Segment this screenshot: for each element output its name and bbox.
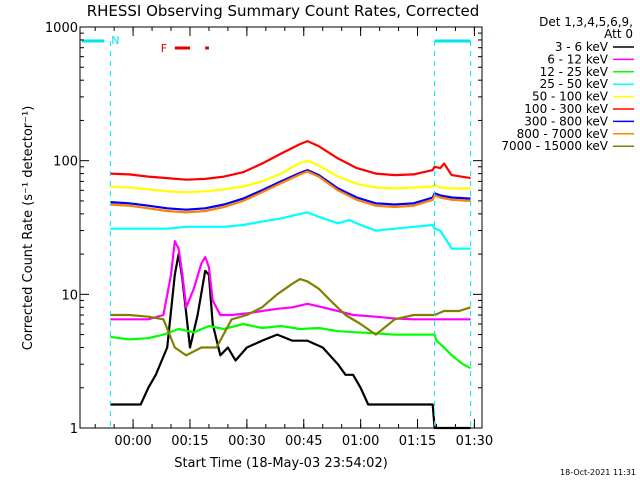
x-tick-label: 00:00 xyxy=(114,434,151,449)
series-line-3-6-kev-kev xyxy=(110,253,471,430)
legend-header-line-1: Det 1,3,4,5,6,9, xyxy=(539,15,633,29)
night-marker-label: N xyxy=(111,34,119,47)
series-line-25-50-kev-kev xyxy=(110,211,471,250)
legend-entry-label: 12 - 25 keV xyxy=(540,65,609,79)
y-tick-label: 10 xyxy=(61,288,78,303)
legend-entry-label: 100 - 300 keV xyxy=(524,102,608,116)
legend-entry-label: 6 - 12 keV xyxy=(547,52,609,66)
plot-frame xyxy=(79,26,483,429)
series-line-12-25-kev-kev xyxy=(110,322,472,370)
legend-entry-label: 50 - 100 keV xyxy=(532,90,609,104)
y-axis-label: Corrected Count Rate (s⁻¹ detector⁻¹) xyxy=(21,106,36,351)
x-axis-label: Start Time (18-May-03 23:54:02) xyxy=(174,456,388,471)
series-line-50-100-kev-kev xyxy=(110,159,471,194)
night-flare-markers: NF xyxy=(82,34,472,428)
legend-entry-label: 3 - 6 keV xyxy=(555,40,609,54)
x-tick-label: 00:15 xyxy=(171,434,208,449)
x-tick-label: 00:30 xyxy=(228,434,265,449)
legend-header-line-2: Att 0 xyxy=(604,27,633,41)
y-tick-label: 1000 xyxy=(45,21,78,36)
legend-entry-label: 25 - 50 keV xyxy=(540,77,609,91)
series-line-7000-15000-kev-kev xyxy=(110,278,471,357)
x-tick-label: 01:00 xyxy=(342,434,379,449)
x-tick-label: 00:45 xyxy=(285,434,322,449)
footer-timestamp: 18-Oct-2021 11:31 xyxy=(560,468,636,477)
x-axis: 00:00 00:15 00:30 00:45 01:00 01:15 01:30 xyxy=(94,27,493,449)
x-tick-label: 01:15 xyxy=(399,434,436,449)
series-line-800-7000-kev-kev xyxy=(110,170,471,214)
series-traces xyxy=(110,140,472,430)
y-tick-label: 100 xyxy=(53,155,78,170)
legend-entry-label: 7000 - 15000 keV xyxy=(501,139,608,153)
series-line-6-12-kev-kev xyxy=(110,240,471,321)
series-line-100-300-kev-kev xyxy=(110,140,471,181)
y-tick-label: 1 xyxy=(70,422,78,437)
legend-entry-label: 300 - 800 keV xyxy=(524,114,608,128)
flare-marker-label: F xyxy=(161,42,167,55)
x-tick-label: 01:30 xyxy=(456,434,493,449)
y-axis: 1 10 100 1000 xyxy=(45,21,482,437)
legend-entry-label: 800 - 7000 keV xyxy=(517,127,609,141)
chart-title: RHESSI Observing Summary Count Rates, Co… xyxy=(87,2,480,20)
